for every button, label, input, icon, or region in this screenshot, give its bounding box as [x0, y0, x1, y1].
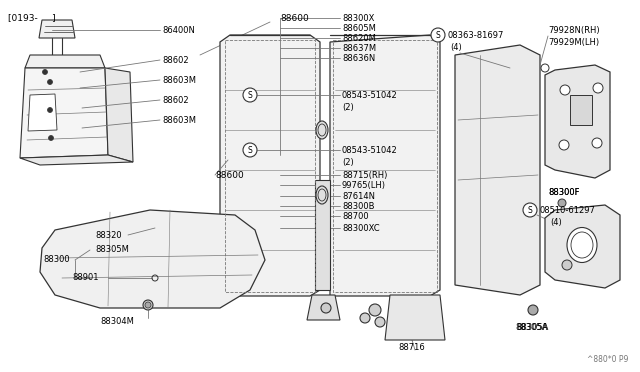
Text: 88605M: 88605M: [342, 23, 376, 32]
Circle shape: [49, 135, 54, 141]
Circle shape: [42, 70, 47, 74]
Polygon shape: [307, 295, 340, 320]
Ellipse shape: [316, 186, 328, 204]
Text: 88320: 88320: [95, 231, 122, 240]
Text: (4): (4): [550, 218, 562, 227]
Text: 79928N(RH): 79928N(RH): [548, 26, 600, 35]
Text: 88600: 88600: [280, 13, 308, 22]
Text: S: S: [248, 90, 252, 99]
Bar: [570, 95, 592, 125]
Text: 88637M: 88637M: [342, 44, 376, 52]
Polygon shape: [28, 94, 57, 131]
Text: 88716: 88716: [398, 343, 425, 353]
Polygon shape: [545, 205, 620, 288]
Text: 88300: 88300: [43, 256, 70, 264]
Circle shape: [593, 83, 603, 93]
Text: S: S: [248, 145, 252, 154]
Circle shape: [145, 302, 151, 308]
Text: 88300F: 88300F: [548, 187, 579, 196]
Text: (2): (2): [342, 157, 354, 167]
Text: 88300F: 88300F: [548, 187, 579, 196]
Ellipse shape: [567, 228, 597, 263]
Circle shape: [592, 138, 602, 148]
Circle shape: [360, 313, 370, 323]
Text: 88305M: 88305M: [95, 246, 129, 254]
Text: 88700: 88700: [342, 212, 369, 221]
Text: S: S: [436, 31, 440, 39]
Text: 88715(RH): 88715(RH): [342, 170, 387, 180]
Text: 88304M: 88304M: [100, 317, 134, 327]
Circle shape: [243, 143, 257, 157]
Text: 86400N: 86400N: [162, 26, 195, 35]
Circle shape: [562, 260, 572, 270]
Text: 88300B: 88300B: [342, 202, 374, 211]
Polygon shape: [315, 180, 330, 290]
Polygon shape: [455, 45, 540, 295]
Text: 88300X: 88300X: [342, 13, 374, 22]
Circle shape: [321, 303, 331, 313]
Polygon shape: [545, 65, 610, 178]
Text: [0193-     ]: [0193- ]: [8, 13, 56, 22]
Text: 88603M: 88603M: [162, 76, 196, 84]
Text: 88305A: 88305A: [515, 324, 547, 333]
Text: 08363-81697: 08363-81697: [448, 31, 504, 39]
Circle shape: [369, 304, 381, 316]
Text: 08543-51042: 08543-51042: [342, 145, 397, 154]
Polygon shape: [220, 35, 320, 296]
Circle shape: [523, 203, 537, 217]
Circle shape: [143, 300, 153, 310]
Circle shape: [47, 80, 52, 84]
Text: ^880*0 P9: ^880*0 P9: [587, 356, 628, 365]
Polygon shape: [330, 35, 440, 296]
Circle shape: [375, 317, 385, 327]
Text: 08543-51042: 08543-51042: [342, 90, 397, 99]
Text: 88300XC: 88300XC: [342, 224, 380, 232]
Circle shape: [47, 108, 52, 112]
Text: 88603M: 88603M: [162, 115, 196, 125]
Polygon shape: [40, 210, 265, 308]
Text: 88305A: 88305A: [516, 324, 548, 333]
Polygon shape: [20, 155, 133, 165]
Text: (2): (2): [342, 103, 354, 112]
Circle shape: [559, 140, 569, 150]
Text: 87614N: 87614N: [342, 192, 375, 201]
Circle shape: [243, 88, 257, 102]
Text: 88620M: 88620M: [342, 33, 376, 42]
Circle shape: [560, 85, 570, 95]
Circle shape: [528, 305, 538, 315]
Polygon shape: [105, 68, 133, 162]
Text: 88602: 88602: [162, 55, 189, 64]
Text: 08510-61297: 08510-61297: [540, 205, 596, 215]
Text: 88602: 88602: [162, 96, 189, 105]
Circle shape: [431, 28, 445, 42]
Polygon shape: [20, 68, 108, 158]
Polygon shape: [39, 20, 75, 38]
Ellipse shape: [316, 121, 328, 139]
Text: 79929M(LH): 79929M(LH): [548, 38, 599, 46]
Text: (4): (4): [450, 42, 461, 51]
Polygon shape: [25, 55, 105, 68]
Text: 88901: 88901: [72, 273, 99, 282]
Text: 88600: 88600: [215, 170, 244, 180]
Text: 88636N: 88636N: [342, 54, 375, 62]
Text: S: S: [527, 205, 532, 215]
Text: 99765(LH): 99765(LH): [342, 180, 386, 189]
Polygon shape: [385, 295, 445, 340]
Circle shape: [558, 199, 566, 207]
